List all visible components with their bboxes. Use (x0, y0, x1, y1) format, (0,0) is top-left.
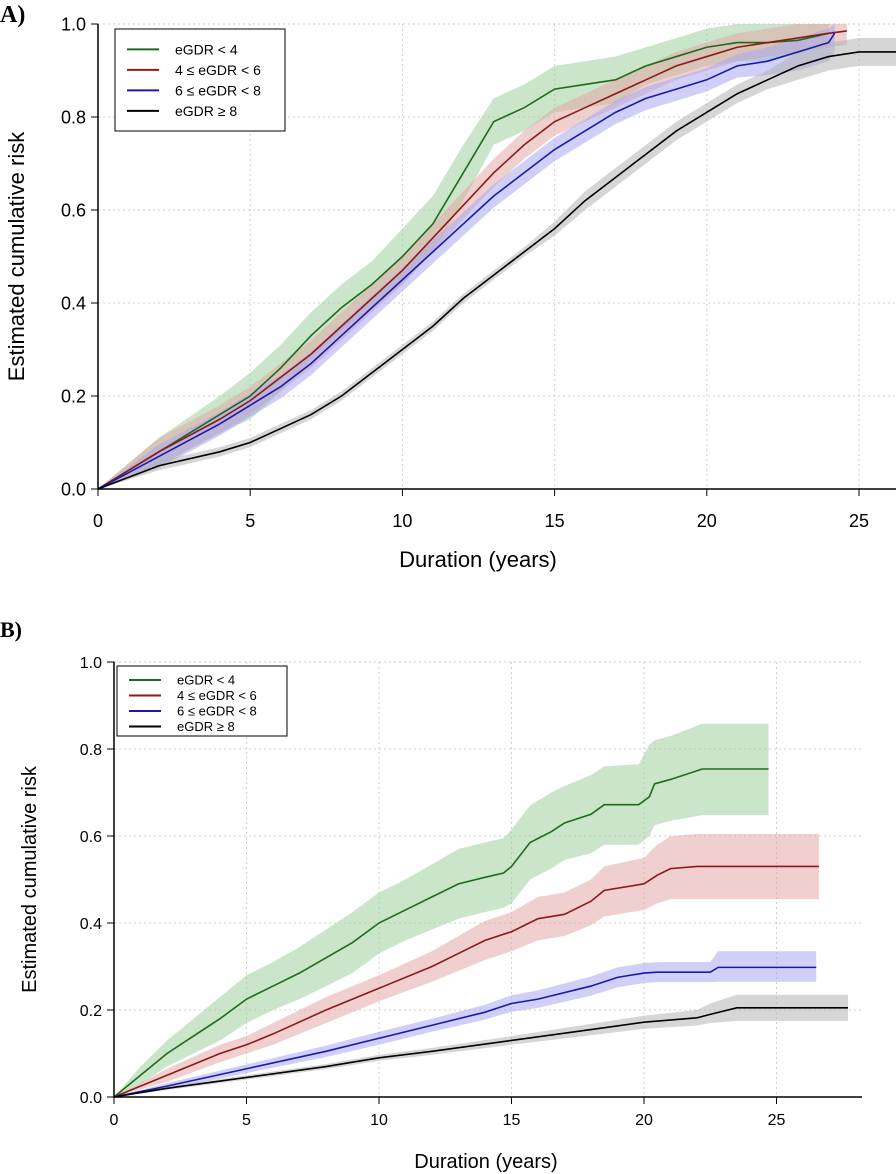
legend-label: eGDR ≥ 8 (177, 719, 235, 734)
series-line-1 (113, 865, 819, 1098)
legend-label: eGDR < 4 (177, 673, 235, 688)
legend-box (114, 28, 286, 132)
series-line-0 (97, 32, 829, 490)
x-tick-label: 10 (370, 1112, 388, 1129)
x-tick-label: 5 (245, 511, 255, 531)
x-tick-label: 0 (93, 511, 103, 531)
x-tick-label: 20 (635, 1112, 653, 1129)
legend-label: 6 ≤ eGDR < 8 (177, 704, 257, 719)
y-tick-label: 0.2 (61, 386, 86, 406)
y-tick-label: 0.6 (80, 829, 102, 846)
confidence-band-2 (114, 951, 817, 1097)
y-tick-label: 0.6 (61, 200, 86, 220)
series-line-0 (113, 768, 769, 1098)
legend-label: eGDR < 4 (175, 41, 238, 57)
y-tick-label: 0.0 (80, 1090, 102, 1107)
confidence-band-2 (98, 24, 835, 489)
series-line-3 (113, 1007, 849, 1098)
x-tick-label: 15 (503, 1112, 521, 1129)
x-tick-label: 25 (768, 1112, 786, 1129)
x-axis-label: Duration (years) (414, 1151, 557, 1173)
x-tick-label: 20 (697, 511, 717, 531)
y-tick-label: 0.8 (61, 107, 86, 127)
x-tick-label: 0 (110, 1112, 119, 1129)
series-line-2 (97, 32, 836, 490)
legend-label: 4 ≤ eGDR < 6 (175, 62, 261, 78)
panel-a: 0.0 0.2 0.4 0.6 0.8 1.0 0 5 10 15 20 25 Duration (ye… (0, 2, 896, 572)
y-axis-label: Estimated cumulative risk (4, 131, 29, 381)
y-tick-label: 0.0 (61, 479, 86, 499)
series-line-3 (97, 51, 896, 490)
legend: eGDR < 4 4 ≤ eGDR < 6 6 ≤ eGDR < 8 eGDR ≥ 8 (114, 28, 286, 132)
confidence-band-0 (114, 723, 769, 1097)
y-tick-label: 0.8 (80, 742, 102, 759)
x-tick-label: 10 (392, 511, 412, 531)
y-axis-label: Estimated cumulative risk (19, 765, 41, 993)
y-tick-label: 0.4 (80, 916, 102, 933)
confidence-band-1 (114, 833, 819, 1097)
legend-label: 4 ≤ eGDR < 6 (177, 688, 257, 703)
panel-b: 0.0 0.2 0.4 0.6 0.8 1.0 0 5 10 15 20 25 Duration (ye… (0, 617, 862, 1173)
series-line-1 (97, 30, 847, 490)
panel-label: B) (0, 617, 22, 642)
legend-box (116, 665, 288, 737)
panel-label: A) (0, 2, 25, 28)
x-tick-label: 5 (242, 1112, 251, 1129)
series-line-2 (113, 966, 817, 1098)
y-tick-label: 0.2 (80, 1003, 102, 1020)
y-tick-label: 0.4 (61, 293, 86, 313)
x-axis-label: Duration (years) (399, 547, 557, 572)
y-tick-label: 1.0 (80, 655, 102, 672)
y-tick-label: 1.0 (61, 14, 86, 34)
x-tick-label: 15 (545, 511, 565, 531)
x-tick-label: 25 (849, 511, 869, 531)
legend-label: 6 ≤ eGDR < 8 (175, 82, 261, 98)
legend-label: eGDR ≥ 8 (175, 103, 237, 119)
